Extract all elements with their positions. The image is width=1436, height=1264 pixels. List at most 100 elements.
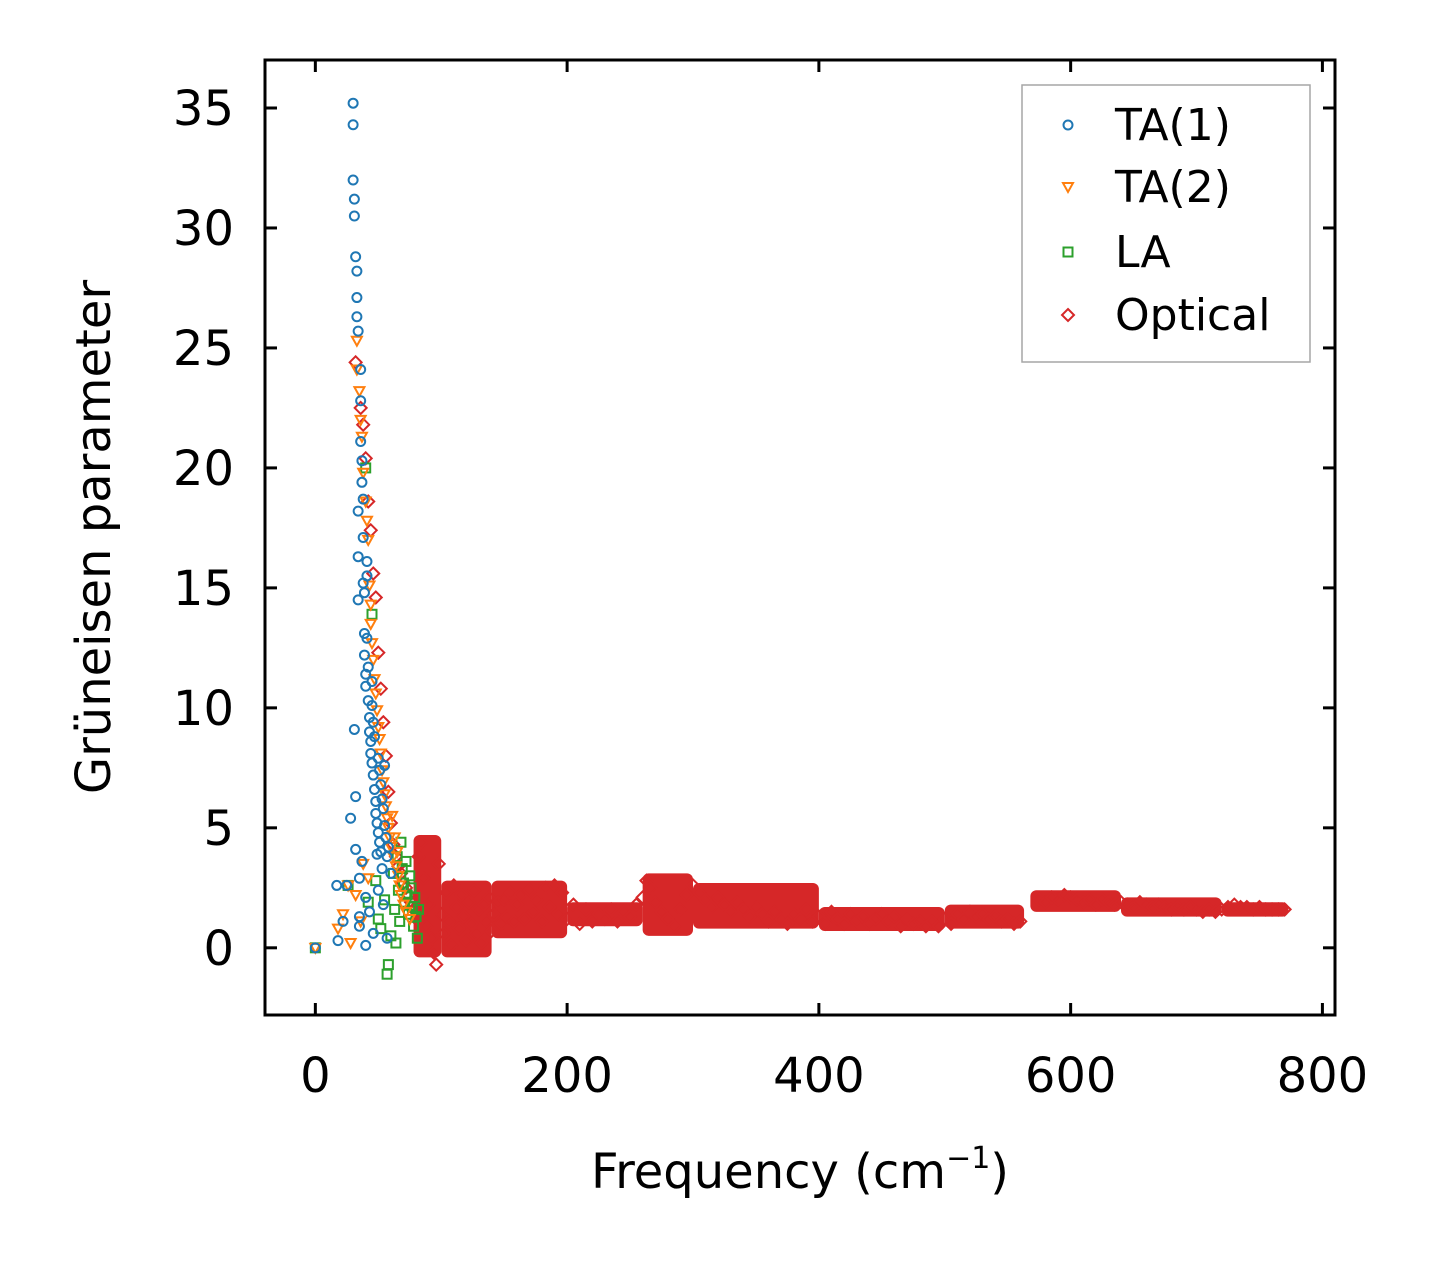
optical-point bbox=[416, 870, 432, 886]
ta-1-point bbox=[367, 927, 379, 939]
optical-point bbox=[956, 911, 972, 927]
optical-point bbox=[1214, 902, 1230, 917]
y-tick-label: 25 bbox=[173, 321, 234, 377]
optical-point bbox=[1233, 899, 1249, 915]
optical-point bbox=[931, 918, 946, 934]
optical-point bbox=[779, 916, 795, 932]
la-point bbox=[411, 932, 423, 944]
optical-point bbox=[968, 909, 984, 925]
plot-frame bbox=[263, 58, 1337, 1017]
ta-1-point bbox=[356, 455, 368, 467]
x-tick-label: 0 bbox=[300, 1048, 331, 1104]
optical-point bbox=[466, 882, 482, 898]
ta-1-point bbox=[347, 119, 359, 131]
optical-point bbox=[905, 916, 921, 932]
ta-1-point bbox=[348, 723, 360, 735]
optical-point bbox=[717, 897, 732, 913]
optical-point bbox=[368, 590, 384, 605]
optical-point bbox=[529, 892, 545, 908]
y-tick-label: 15 bbox=[173, 561, 234, 617]
optical-point bbox=[1245, 902, 1261, 917]
series-ta-1 bbox=[309, 97, 397, 954]
legend-item-la: LA bbox=[1062, 227, 1171, 278]
optical-point bbox=[987, 909, 1003, 925]
ta-1-point bbox=[377, 899, 389, 911]
optical-point bbox=[824, 904, 839, 920]
optical-point bbox=[899, 911, 915, 927]
ta-1-point bbox=[355, 436, 367, 448]
ta-2-point bbox=[352, 386, 367, 399]
optical-point bbox=[962, 904, 978, 920]
optical-point bbox=[446, 878, 462, 893]
optical-point bbox=[975, 906, 990, 922]
ta-1-point bbox=[347, 174, 359, 186]
ta-1-point bbox=[352, 325, 364, 337]
ta-1-point bbox=[345, 812, 357, 824]
optical-point bbox=[370, 645, 386, 661]
y-axis-label: Grüneisen parameter bbox=[66, 280, 122, 795]
optical-point bbox=[792, 911, 808, 927]
ta-1-point bbox=[379, 759, 391, 771]
optical-point bbox=[443, 938, 459, 953]
optical-point bbox=[660, 911, 676, 927]
optical-point bbox=[698, 892, 714, 908]
ta-2-point bbox=[403, 914, 417, 927]
optical-point bbox=[811, 909, 827, 925]
ta-1-point bbox=[358, 587, 370, 599]
axis-ticks bbox=[265, 60, 1335, 1015]
ta-2-point bbox=[396, 899, 411, 912]
optical-point bbox=[943, 916, 959, 932]
ta-1-point bbox=[352, 594, 364, 606]
ta-2-point bbox=[387, 832, 402, 845]
optical-point bbox=[521, 882, 537, 898]
optical-point bbox=[509, 897, 525, 913]
optical-point bbox=[464, 916, 479, 932]
legend-label-la: LA bbox=[1115, 227, 1171, 278]
ta-1-point bbox=[375, 779, 387, 791]
la-point bbox=[366, 608, 378, 620]
optical-point bbox=[1195, 904, 1211, 920]
optical-point bbox=[830, 911, 846, 927]
ta-1-point bbox=[356, 476, 368, 488]
ta-1-point bbox=[351, 265, 363, 277]
la-point bbox=[382, 959, 394, 971]
ta-1-point bbox=[350, 843, 362, 855]
optical-point bbox=[622, 909, 638, 925]
x-tick-labels: 0 200 400 600 800 bbox=[300, 1048, 1368, 1104]
series-optical bbox=[348, 354, 1293, 973]
ta-1-point bbox=[361, 632, 373, 644]
optical-point bbox=[436, 926, 452, 941]
optical-point bbox=[704, 899, 720, 915]
optical-point bbox=[360, 494, 376, 509]
optical-point bbox=[748, 899, 764, 915]
optical-point bbox=[1264, 902, 1280, 917]
x-tick-label: 400 bbox=[773, 1048, 865, 1104]
optical-point bbox=[635, 890, 651, 905]
ta-1-point bbox=[360, 668, 372, 680]
ta-2-point bbox=[336, 909, 350, 922]
legend: TA(1) TA(2) LA Optical bbox=[1021, 84, 1311, 363]
optical-point bbox=[525, 904, 541, 920]
optical-point bbox=[418, 918, 434, 934]
optical-point bbox=[496, 892, 512, 908]
ta-2-point bbox=[385, 810, 399, 823]
ta-1-point bbox=[350, 791, 362, 803]
optical-point bbox=[516, 911, 532, 927]
optical-point bbox=[886, 909, 902, 925]
optical-point bbox=[616, 904, 632, 920]
optical-point bbox=[559, 911, 575, 927]
optical-point bbox=[817, 916, 833, 932]
optical-point bbox=[1277, 902, 1293, 917]
legend-marker-optical bbox=[1060, 307, 1076, 323]
ta-1-point bbox=[357, 493, 369, 505]
ta-1-point bbox=[361, 570, 373, 582]
legend-label-optical: Optical bbox=[1115, 290, 1270, 341]
ta-2-point bbox=[394, 890, 408, 903]
optical-point bbox=[451, 921, 467, 937]
ta-2-point bbox=[369, 688, 383, 701]
optical-point bbox=[426, 945, 442, 961]
ta-2-point bbox=[366, 654, 380, 667]
ta-2-point bbox=[399, 906, 413, 919]
ta-2-point bbox=[359, 496, 373, 509]
